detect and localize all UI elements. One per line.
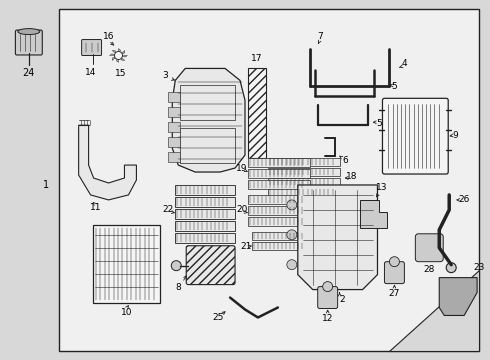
Text: 2: 2: [340, 295, 345, 304]
Text: 26: 26: [459, 195, 470, 204]
Text: 7: 7: [317, 32, 322, 41]
Text: 8: 8: [175, 283, 181, 292]
Circle shape: [287, 230, 297, 240]
Text: 3: 3: [162, 71, 168, 80]
Polygon shape: [439, 278, 477, 315]
Polygon shape: [78, 125, 136, 200]
Text: 22: 22: [163, 206, 174, 215]
Bar: [175, 185, 235, 195]
Text: 25: 25: [213, 313, 224, 322]
Text: 11: 11: [90, 203, 101, 212]
Text: 24: 24: [23, 68, 35, 78]
Bar: [252, 232, 310, 240]
Bar: [175, 233, 235, 243]
Text: 16: 16: [103, 32, 114, 41]
Text: 15: 15: [115, 69, 126, 78]
Text: 5: 5: [377, 119, 382, 128]
Text: 4: 4: [402, 59, 407, 68]
Polygon shape: [112, 50, 119, 55]
Bar: [248, 195, 310, 204]
Circle shape: [323, 282, 333, 292]
FancyBboxPatch shape: [416, 234, 443, 262]
Bar: [180, 128, 235, 163]
Text: 12: 12: [322, 314, 333, 323]
Bar: [59, 9, 479, 351]
Bar: [248, 206, 310, 215]
Text: 28: 28: [423, 265, 435, 274]
FancyBboxPatch shape: [186, 246, 235, 285]
Text: 19: 19: [236, 163, 248, 172]
Circle shape: [287, 200, 297, 210]
Polygon shape: [110, 54, 119, 55]
Polygon shape: [119, 50, 125, 55]
Bar: [175, 221, 235, 231]
Polygon shape: [172, 68, 245, 172]
Text: 18: 18: [346, 171, 357, 180]
Text: 10: 10: [121, 308, 132, 317]
Polygon shape: [117, 55, 119, 62]
Bar: [168, 107, 180, 117]
FancyBboxPatch shape: [82, 40, 101, 55]
Text: 5: 5: [392, 82, 397, 91]
FancyBboxPatch shape: [318, 287, 338, 309]
Text: 27: 27: [389, 289, 400, 298]
Text: 9: 9: [452, 131, 458, 140]
Bar: [168, 92, 180, 102]
Bar: [268, 178, 340, 186]
Text: 20: 20: [236, 206, 248, 215]
Text: 6: 6: [343, 156, 348, 165]
Bar: [248, 158, 310, 167]
Circle shape: [446, 263, 456, 273]
Bar: [168, 122, 180, 132]
Bar: [168, 137, 180, 147]
Bar: [248, 217, 310, 226]
Bar: [168, 152, 180, 162]
Text: 17: 17: [251, 54, 263, 63]
Ellipse shape: [18, 28, 40, 35]
Polygon shape: [390, 270, 479, 351]
Polygon shape: [119, 55, 125, 60]
Circle shape: [287, 260, 297, 270]
Bar: [175, 209, 235, 219]
Polygon shape: [119, 55, 127, 57]
Text: 21: 21: [240, 242, 252, 251]
Bar: [248, 169, 310, 178]
Bar: [248, 180, 310, 189]
Circle shape: [172, 261, 181, 271]
Text: 23: 23: [473, 263, 485, 272]
Text: 14: 14: [85, 68, 97, 77]
Circle shape: [115, 51, 122, 59]
Text: 1: 1: [43, 180, 49, 190]
Bar: [268, 188, 340, 196]
FancyBboxPatch shape: [15, 30, 42, 55]
Polygon shape: [360, 200, 388, 228]
Bar: [268, 168, 340, 176]
Text: 13: 13: [376, 184, 387, 193]
Bar: [268, 158, 340, 166]
Polygon shape: [298, 185, 377, 289]
FancyBboxPatch shape: [385, 262, 404, 284]
Bar: [248, 68, 266, 158]
FancyBboxPatch shape: [383, 98, 448, 174]
Bar: [93, 225, 160, 302]
Bar: [175, 197, 235, 207]
Bar: [252, 242, 310, 250]
Polygon shape: [112, 55, 119, 60]
Bar: [180, 85, 235, 120]
Polygon shape: [119, 49, 121, 55]
Circle shape: [390, 257, 399, 267]
